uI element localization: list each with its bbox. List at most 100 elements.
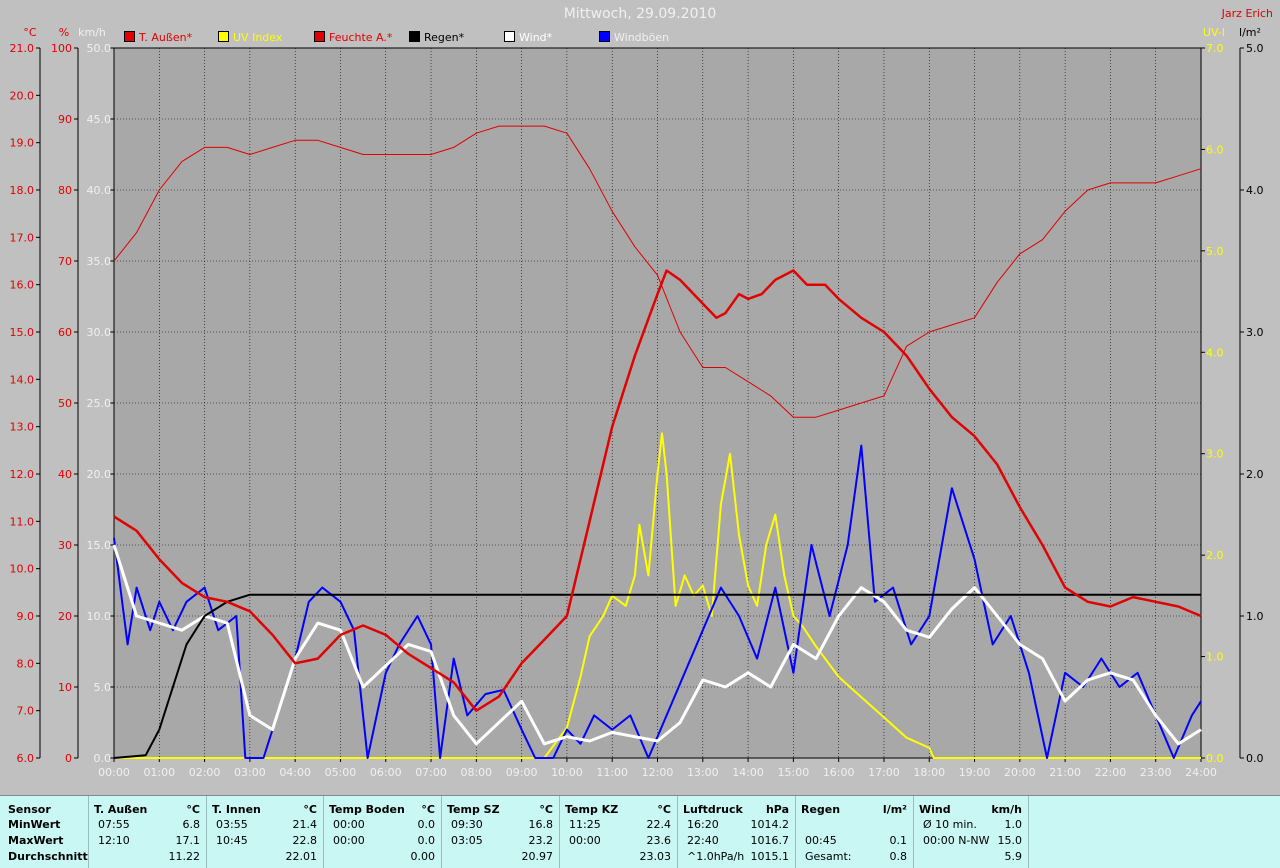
x-tick-label: 03:00 — [234, 766, 266, 779]
row-label-sensor: Sensor — [8, 803, 51, 816]
max-time: 10:45 — [216, 834, 248, 847]
uv-tick-label: 3.0 — [1206, 448, 1224, 461]
max-time: 00:00 — [333, 834, 365, 847]
min-time: 09:30 — [451, 818, 483, 831]
stats-column: Temp KZ °C 11:25 22.4 00:00 23.6 23.03 — [559, 796, 678, 868]
wind-tick-label: 50.0 — [87, 42, 112, 55]
min-value: 6.8 — [182, 818, 201, 831]
humidity-tick-label: 30 — [58, 539, 72, 552]
rain-tick-label: 1.0 — [1246, 610, 1264, 623]
humidity-tick-label: 100 — [51, 42, 72, 55]
legend-swatch — [599, 31, 610, 42]
avg-value: 22.01 — [285, 850, 318, 863]
humidity-tick-label: 70 — [58, 255, 72, 268]
humidity-tick-label: 50 — [58, 397, 72, 410]
column-unit: °C — [421, 803, 435, 816]
humidity-tick-label: 0 — [65, 752, 72, 765]
x-tick-label: 11:00 — [596, 766, 628, 779]
avg-value: 1015.1 — [750, 850, 790, 863]
column-unit: l/m² — [882, 803, 907, 816]
x-tick-label: 18:00 — [913, 766, 945, 779]
uv-tick-label: 0.0 — [1206, 752, 1224, 765]
row-label-avg: Durchschnitt — [8, 850, 88, 863]
rain-tick-label: 5.0 — [1246, 42, 1264, 55]
legend-swatch — [124, 31, 135, 42]
x-tick-label: 00:00 — [98, 766, 130, 779]
min-time: 03:55 — [216, 818, 248, 831]
temp-tick-label: 17.0 — [10, 231, 35, 244]
stats-column: Regen l/m² 00:45 0.1 Gesamt: 0.8 — [795, 796, 914, 868]
legend-swatch — [218, 31, 229, 42]
uv-tick-label: 2.0 — [1206, 549, 1224, 562]
legend-swatch — [409, 31, 420, 42]
wind-tick-label: 25.0 — [87, 397, 112, 410]
wind-tick-label: 30.0 — [87, 326, 112, 339]
temp-tick-label: 16.0 — [10, 279, 35, 292]
chart-title: Mittwoch, 29.09.2010 — [563, 6, 717, 22]
max-value: 22.8 — [292, 834, 318, 847]
temp-tick-label: 11.0 — [10, 515, 35, 528]
x-tick-label: 07:00 — [415, 766, 447, 779]
min-value: 16.8 — [528, 818, 554, 831]
x-tick-label: 09:00 — [506, 766, 538, 779]
temp-unit-label: °C — [23, 26, 37, 39]
temp-tick-label: 13.0 — [10, 421, 35, 434]
column-header: T. Innen — [212, 803, 261, 816]
column-header: Regen — [801, 803, 841, 816]
x-tick-label: 06:00 — [370, 766, 402, 779]
legend-swatch — [314, 31, 325, 42]
avg-value: 11.22 — [168, 850, 201, 863]
temp-tick-label: 18.0 — [10, 184, 35, 197]
x-tick-label: 10:00 — [551, 766, 583, 779]
series-line-t-au-en — [113, 269, 1202, 712]
column-header: Luftdruck — [683, 803, 743, 816]
column-header: T. Außen — [94, 803, 148, 816]
min-value: 0.0 — [417, 818, 436, 831]
wind-unit-label: km/h — [78, 26, 106, 39]
min-value: 21.4 — [292, 818, 318, 831]
legend-swatch — [504, 31, 515, 42]
humidity-unit-label: % — [59, 26, 69, 39]
temp-tick-label: 10.0 — [10, 563, 35, 576]
column-header: Wind — [919, 803, 951, 816]
row-labels-column: Sensor MinWert MaxWert Durchschnitt — [0, 796, 89, 868]
uv-tick-label: 1.0 — [1206, 651, 1224, 664]
max-value: 1016.7 — [750, 834, 790, 847]
x-tick-label: 17:00 — [868, 766, 900, 779]
rain-tick-label: 0.0 — [1246, 752, 1264, 765]
max-value: 23.2 — [528, 834, 554, 847]
stats-column: T. Außen °C 07:55 6.8 12:10 17.1 11.22 — [88, 796, 207, 868]
x-tick-label: 13:00 — [687, 766, 719, 779]
stats-column: Luftdruck hPa 16:20 1014.2 22:40 1016.7 ^1.0hP… — [677, 796, 796, 868]
stats-column: Wind km/h Ø 10 min. 1.0 00:00 N-NW 15.0 5.9 — [913, 796, 1029, 868]
temp-tick-label: 15.0 — [10, 326, 35, 339]
humidity-tick-label: 10 — [58, 681, 72, 694]
row-label-min: MinWert — [8, 818, 61, 831]
x-tick-label: 15:00 — [778, 766, 810, 779]
x-tick-label: 21:00 — [1049, 766, 1081, 779]
series-line-windb-en — [113, 444, 1202, 759]
max-value: 0.0 — [417, 834, 436, 847]
series-line-wind — [112, 544, 1202, 746]
uv-tick-label: 6.0 — [1206, 143, 1224, 156]
x-tick-label: 01:00 — [143, 766, 175, 779]
legend-item-humidity: Feuchte A.* — [314, 31, 392, 44]
min-value: 1014.2 — [750, 818, 790, 831]
column-unit: °C — [186, 803, 200, 816]
max-time: 12:10 — [98, 834, 130, 847]
wind-tick-label: 45.0 — [87, 113, 112, 126]
avg-value: 0.00 — [410, 850, 436, 863]
max-time: 00:00 N-NW — [923, 834, 990, 847]
column-unit: °C — [657, 803, 671, 816]
x-tick-label: 23:00 — [1140, 766, 1172, 779]
min-time: 16:20 — [687, 818, 719, 831]
x-tick-label: 24:00 — [1185, 766, 1217, 779]
avg-label: ^1.0hPa/h — [687, 850, 745, 863]
wind-tick-label: 40.0 — [87, 184, 112, 197]
legend-item-uv: UV Index — [218, 31, 282, 44]
min-time: Ø 10 min. — [923, 818, 977, 831]
humidity-tick-label: 20 — [58, 610, 72, 623]
stats-column: Temp SZ °C 09:30 16.8 03:05 23.2 20.97 — [441, 796, 560, 868]
temp-tick-label: 6.0 — [17, 752, 35, 765]
max-time: 00:00 — [569, 834, 601, 847]
